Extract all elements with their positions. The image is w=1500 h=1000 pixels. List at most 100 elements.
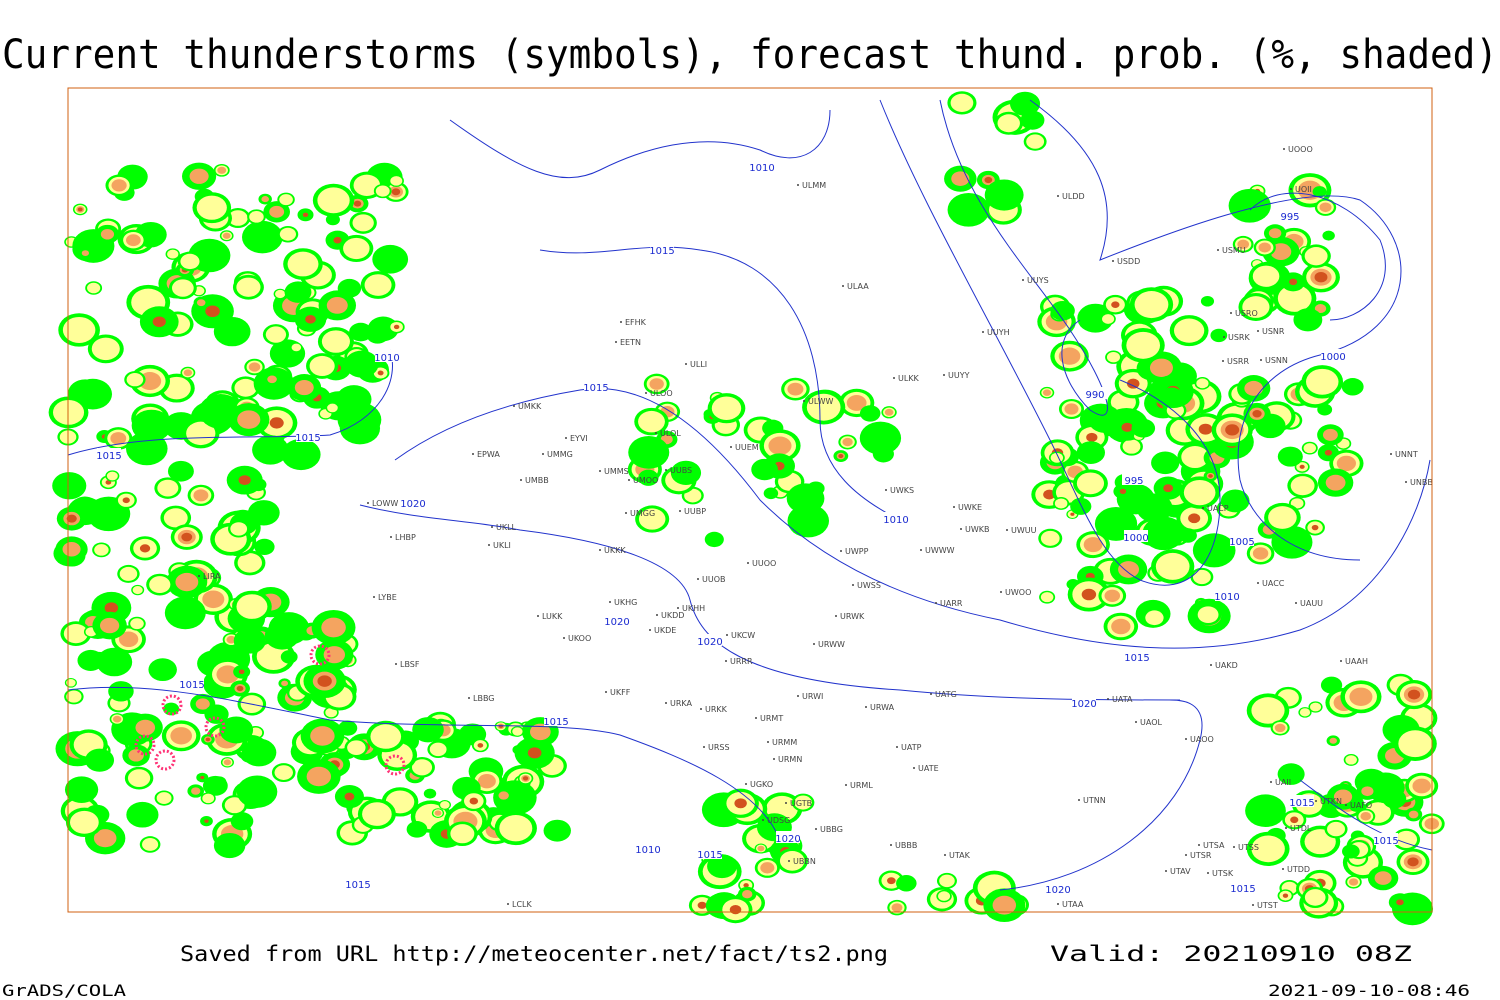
shade-cell [530, 723, 551, 741]
station-label: LUKK [542, 612, 563, 621]
station-dot [677, 607, 679, 609]
shade-cell [742, 890, 753, 899]
shade-cell [139, 544, 151, 553]
isobar-label-bg [636, 842, 660, 854]
shade-cell [768, 436, 792, 455]
station-label: UUYY [948, 371, 970, 380]
station-label: UTST [1257, 901, 1278, 910]
shade-cell [1348, 799, 1365, 812]
shade-cell [787, 504, 830, 538]
shade-cell [1149, 358, 1173, 378]
shade-cell [1271, 525, 1313, 559]
shade-cell [317, 675, 332, 687]
station-dot [1000, 591, 1002, 593]
shade-cell [779, 851, 805, 871]
shade-cell [1183, 479, 1216, 506]
isobar-label-bg [1374, 833, 1398, 845]
isobar-label: 1020 [1071, 699, 1096, 710]
station-label: LBSF [400, 660, 420, 669]
shade-cell [1312, 186, 1327, 198]
station-dot [885, 489, 887, 491]
station-label: UBBG [820, 825, 843, 834]
shade-cell [1322, 230, 1335, 241]
shade-cell [1293, 308, 1323, 332]
station-dot [628, 479, 630, 481]
shade-cell [743, 883, 749, 888]
isobar-label: 1015 [543, 717, 568, 728]
shade-cell [1181, 446, 1209, 469]
station-label: ULWW [808, 397, 833, 406]
shade-cell [213, 832, 246, 859]
shade-cell [499, 815, 533, 842]
shade-cell [110, 432, 127, 445]
shade-cell [234, 378, 257, 397]
station-label: EYVI [570, 434, 588, 443]
shade-cell [498, 791, 509, 800]
shade-cell [1081, 588, 1097, 601]
shade-cell [1178, 528, 1197, 543]
station-label: UNNT [1395, 450, 1418, 459]
station-label: UKCW [731, 631, 755, 640]
shade-cell [343, 237, 370, 260]
isobar-label-bg [375, 350, 399, 362]
isobar-label-bg [1122, 473, 1146, 485]
station-label: EETN [620, 338, 641, 347]
station-label: UUEM [735, 443, 759, 452]
isobar-label-bg [776, 831, 800, 843]
station-dot [656, 614, 658, 616]
station-label: USRO [1235, 309, 1258, 318]
station-label: LYBE [378, 593, 397, 602]
station-dot [1283, 148, 1285, 150]
station-label: UACP [1207, 504, 1229, 513]
station-label: USRR [1227, 357, 1249, 366]
station-dot [1345, 804, 1347, 806]
shade-cell [66, 679, 76, 687]
shade-cell [326, 297, 348, 314]
station-dot [755, 717, 757, 719]
shade-cell [984, 176, 993, 184]
shade-cell [236, 277, 261, 297]
station-dot [943, 374, 945, 376]
station-label: LCLK [512, 900, 533, 909]
shade-cell [1076, 441, 1105, 464]
isobar-label: 1015 [697, 850, 722, 861]
station-label: UWUU [1011, 526, 1037, 535]
isobar-label: 995 [1280, 212, 1299, 223]
station-dot [665, 702, 667, 704]
shade-cell [1325, 474, 1346, 491]
shade-cell [1040, 592, 1054, 603]
shade-cell [64, 776, 99, 803]
isobar-label: 1015 [649, 246, 674, 257]
shade-cell [1134, 291, 1169, 319]
station-label: ULOO [650, 389, 673, 398]
station-dot [845, 784, 847, 786]
shade-cell [63, 623, 88, 644]
shade-cell [1290, 476, 1315, 496]
shade-cell [180, 253, 200, 270]
shade-cell [1361, 786, 1374, 797]
station-dot [468, 697, 470, 699]
shade-cell [196, 299, 206, 307]
shade-cell [66, 690, 82, 703]
isobar-label-bg [884, 512, 908, 524]
isobar-label: 1015 [345, 880, 370, 891]
shade-cell [1299, 464, 1305, 469]
shade-cell [377, 370, 384, 376]
station-label: UTDD [1287, 865, 1310, 874]
station-dot [655, 432, 657, 434]
shade-cell [1160, 387, 1184, 406]
station-dot [730, 446, 732, 448]
shade-cell [156, 792, 172, 805]
shade-cell [846, 394, 867, 411]
station-dot [1390, 453, 1392, 455]
shade-cell [128, 749, 144, 762]
station-dot [1217, 249, 1219, 251]
shade-cell [1251, 835, 1285, 863]
shade-cell [1151, 451, 1180, 475]
station-dot [803, 400, 805, 402]
shade-cell [280, 650, 298, 664]
shade-cell [1245, 794, 1286, 827]
station-label: UKLL [496, 523, 517, 532]
station-label: USNN [1265, 356, 1288, 365]
shade-cell [1304, 247, 1328, 266]
